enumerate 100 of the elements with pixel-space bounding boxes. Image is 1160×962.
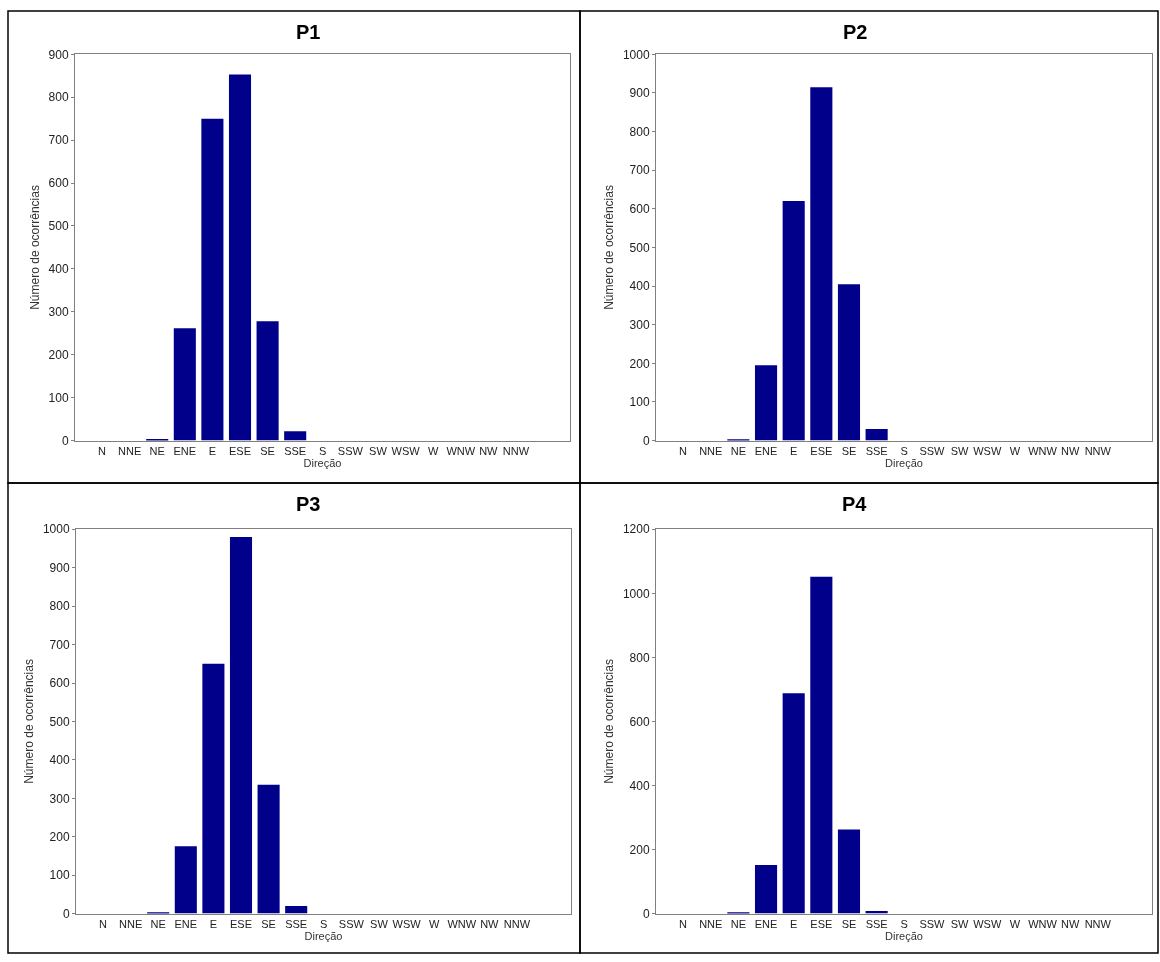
y-tick-label: 400	[48, 262, 69, 277]
y-tick-label: 400	[49, 753, 70, 768]
y-tick-label: 700	[629, 163, 650, 178]
y-axis-title: Número de ocorrências	[22, 659, 37, 784]
x-tick-label: WSW	[973, 444, 1002, 457]
x-tick-label: N	[679, 444, 688, 457]
chart-title: P3	[296, 493, 321, 515]
y-tick-label: 1000	[622, 586, 650, 601]
y-tick-label: 900	[49, 560, 70, 575]
x-tick-label: NNW	[503, 917, 531, 930]
x-tick-label: ESE	[810, 917, 833, 930]
x-tick-label: SSE	[865, 917, 888, 930]
y-tick-label: 200	[49, 829, 70, 844]
x-tick-label: WSW	[392, 917, 422, 930]
x-tick-label: ENE	[754, 917, 778, 930]
y-tick-label: 100	[48, 390, 69, 405]
x-axis-title: Direção	[303, 456, 342, 469]
x-tick-label: ESE	[229, 917, 253, 930]
x-axis-title: Direção	[885, 456, 923, 469]
x-tick-label: SSE	[284, 444, 307, 457]
x-tick-label: S	[319, 444, 327, 457]
x-tick-label: E	[790, 917, 798, 930]
y-tick-label: 500	[629, 240, 650, 255]
x-tick-label: N	[679, 917, 688, 930]
x-axis-title: Direção	[885, 929, 923, 942]
x-tick-label: SW	[370, 917, 389, 930]
y-tick-label: 1000	[42, 522, 70, 537]
y-tick-label: 100	[49, 868, 70, 883]
x-tick-label: SW	[950, 444, 970, 457]
x-tick-label: N	[98, 444, 107, 457]
y-tick-label: 200	[48, 347, 69, 362]
x-tick-label: NNE	[118, 444, 142, 457]
y-tick-label: 900	[629, 86, 650, 101]
y-tick-label: 600	[629, 202, 650, 217]
chart-title: P4	[842, 493, 868, 515]
y-tick-label: 600	[48, 176, 69, 191]
y-tick-label: 400	[629, 279, 650, 294]
x-tick-label: ESE	[810, 444, 833, 457]
y-tick-label: 0	[642, 906, 650, 921]
x-tick-label: NNW	[502, 444, 530, 457]
x-tick-label: W	[427, 444, 439, 457]
x-tick-label: ENE	[173, 444, 197, 457]
x-tick-label: WNW	[447, 917, 477, 930]
y-tick-label: 400	[629, 778, 650, 793]
y-tick-label: 200	[629, 842, 650, 857]
x-tick-label: S	[900, 444, 908, 457]
y-tick-label: 500	[49, 714, 70, 729]
x-tick-label: ENE	[174, 917, 198, 930]
y-axis-title: Número de ocorrências	[602, 659, 617, 784]
x-tick-label: WNW	[1028, 444, 1058, 457]
y-tick-label: 300	[48, 305, 69, 320]
x-tick-label: NW	[1061, 444, 1080, 457]
y-tick-label: 1000	[622, 47, 650, 62]
x-tick-label: W	[1009, 917, 1021, 930]
y-tick-label: 700	[48, 133, 69, 148]
y-tick-label: 700	[49, 637, 70, 652]
x-tick-label: SSE	[285, 917, 308, 930]
y-tick-label: 300	[49, 791, 70, 806]
x-tick-label: NNE	[699, 444, 723, 457]
x-tick-label: S	[320, 917, 328, 930]
x-axis-title: Direção	[304, 929, 343, 942]
x-tick-label: SW	[369, 444, 388, 457]
x-tick-label: E	[208, 444, 217, 457]
x-tick-label: ESE	[228, 444, 252, 457]
y-tick-label: 800	[48, 90, 69, 105]
chart-title: P1	[296, 21, 321, 43]
y-tick-label: 0	[62, 906, 70, 921]
y-tick-label: 600	[49, 676, 70, 691]
x-tick-label: SSW	[337, 444, 364, 457]
x-tick-label: SE	[841, 444, 857, 457]
x-tick-label: WSW	[391, 444, 421, 457]
x-tick-label: NW	[1061, 917, 1080, 930]
y-axis-title: Número de ocorrências	[27, 185, 42, 310]
x-tick-label: WSW	[973, 917, 1002, 930]
x-tick-label: SSW	[919, 444, 946, 457]
y-tick-label: 1200	[622, 522, 650, 537]
x-tick-label: E	[790, 444, 798, 457]
x-tick-label: NNW	[1084, 917, 1112, 930]
y-tick-label: 800	[629, 124, 650, 139]
x-tick-label: NE	[730, 917, 747, 930]
y-tick-label: 100	[629, 395, 650, 410]
x-tick-label: SSW	[919, 917, 946, 930]
y-axis-title: Número de ocorrências	[602, 185, 617, 310]
x-tick-label: WNW	[1028, 917, 1058, 930]
x-tick-label: W	[1009, 444, 1021, 457]
x-tick-label: SW	[950, 917, 970, 930]
x-tick-label: NE	[149, 444, 165, 457]
x-tick-label: NNW	[1084, 444, 1112, 457]
x-tick-label: NW	[479, 444, 499, 457]
y-tick-label: 800	[629, 650, 650, 665]
x-tick-label: ENE	[754, 444, 778, 457]
x-tick-label: SE	[260, 444, 275, 457]
x-tick-label: S	[900, 917, 908, 930]
x-tick-label: E	[209, 917, 218, 930]
x-tick-label: SE	[261, 917, 276, 930]
x-tick-label: SSE	[865, 444, 888, 457]
x-tick-label: SSW	[338, 917, 365, 930]
y-tick-label: 300	[629, 317, 650, 332]
x-tick-label: NE	[150, 917, 166, 930]
x-tick-label: WNW	[446, 444, 476, 457]
